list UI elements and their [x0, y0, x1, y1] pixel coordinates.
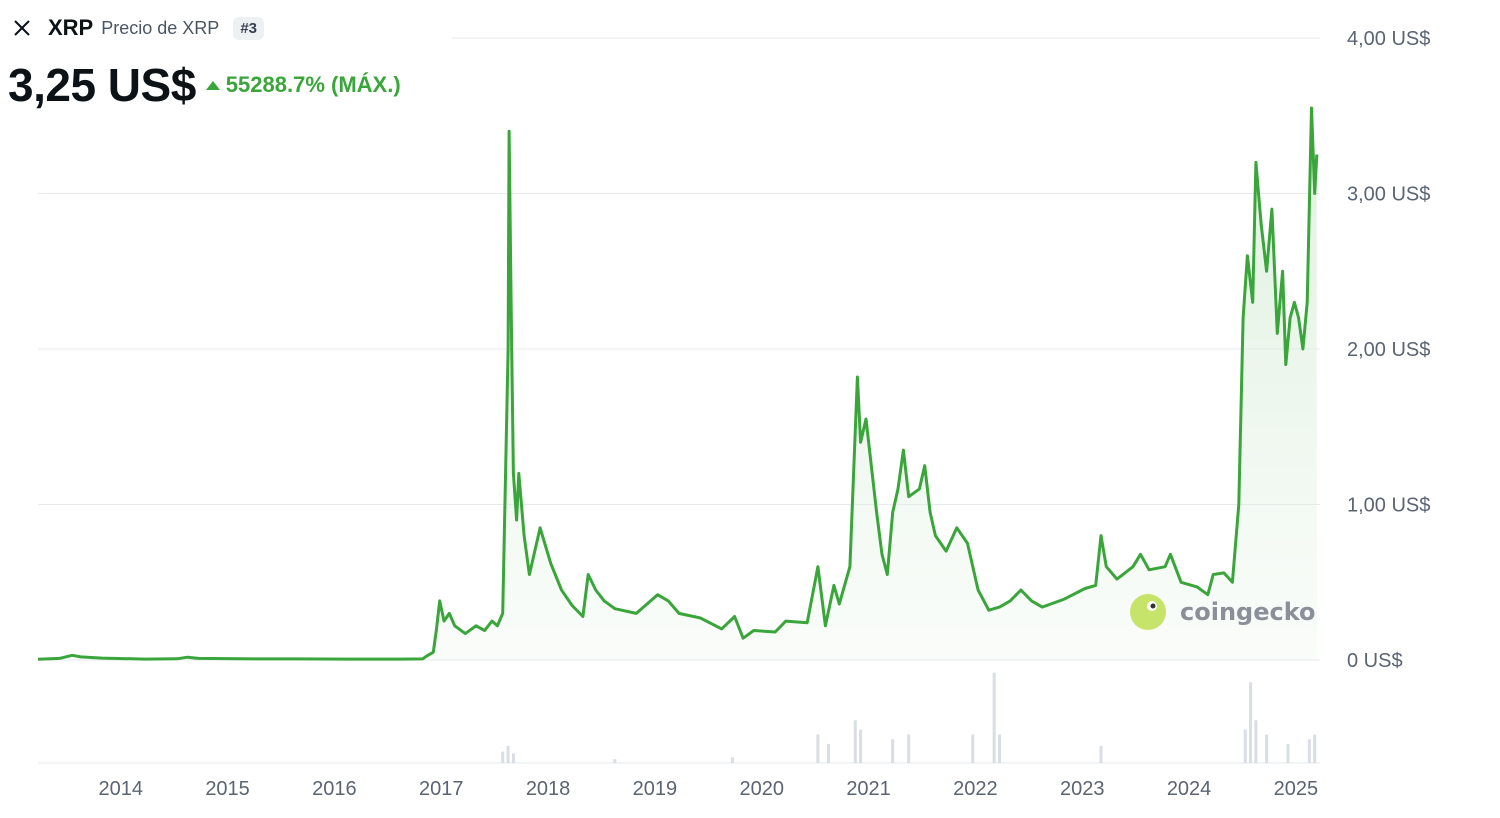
y-tick-label: 0 US$	[1347, 650, 1403, 672]
volume-bar	[816, 734, 820, 763]
y-tick-label: 1,00 US$	[1347, 495, 1430, 517]
volume-bar	[1265, 734, 1269, 763]
gecko-logo-icon	[1130, 594, 1166, 630]
x-tick-label: 2019	[633, 778, 678, 800]
volume-bar	[1249, 682, 1253, 763]
volume-bars	[501, 672, 1317, 763]
volume-bar	[1307, 739, 1311, 763]
volume-bar	[730, 757, 734, 763]
x-tick-label: 2025	[1274, 778, 1319, 800]
x-tick-label: 2018	[526, 778, 571, 800]
volume-bar	[511, 753, 515, 763]
volume-bar	[891, 739, 895, 763]
y-tick-label: 3,00 US$	[1347, 184, 1430, 206]
y-tick-label: 2,00 US$	[1347, 339, 1430, 361]
volume-bar	[992, 672, 996, 763]
volume-bar	[506, 745, 510, 763]
volume-bar	[1313, 734, 1317, 763]
coin-subtitle: Precio de XRP	[101, 17, 220, 38]
x-tick-label: 2022	[953, 778, 998, 800]
x-tick-label: 2017	[419, 778, 464, 800]
volume-bar	[613, 759, 617, 763]
x-tick-label: 2023	[1060, 778, 1105, 800]
volume-bar	[1254, 720, 1258, 763]
gecko-pupil	[1150, 603, 1156, 609]
x-tick-label: 2020	[739, 778, 784, 800]
x-tick-label: 2014	[98, 778, 143, 800]
y-axis: 4,00 US$ 3,00 US$ 2,00 US$ 1,00 US$ 0 US$	[1347, 28, 1430, 672]
volume-bar	[1286, 744, 1290, 763]
x-tick-label: 2016	[312, 778, 357, 800]
coin-symbol: XRP	[48, 15, 94, 40]
x-axis: 2014 2015 2016 2017 2018 2019 2020 2021 2022 2023…	[98, 778, 1318, 800]
volume-bar	[971, 734, 975, 763]
price-change: 55288.7% (MÁX.)	[205, 72, 401, 98]
volume-bar	[998, 734, 1001, 763]
coin-header: XRP Precio de XRP #3	[10, 10, 264, 46]
volume-bar	[827, 744, 831, 763]
x-tick-label: 2021	[846, 778, 891, 800]
watermark-text: coingecko	[1180, 598, 1316, 626]
volume-bar	[1099, 745, 1103, 763]
rank-badge: #3	[233, 16, 264, 40]
volume-bar	[853, 720, 857, 763]
price-change-value: 55288.7% (MÁX.)	[225, 72, 401, 97]
y-tick-label: 4,00 US$	[1347, 28, 1430, 50]
price-line	[37, 106, 1319, 661]
volume-bar	[859, 729, 863, 763]
up-arrow-icon	[205, 80, 220, 90]
price-row: 3,25 US$ 55288.7% (MÁX.)	[8, 58, 401, 112]
volume-bar	[907, 734, 911, 763]
current-price: 3,25 US$	[8, 59, 196, 111]
volume-bar	[1243, 729, 1247, 763]
price-area	[38, 108, 1317, 660]
x-tick-label: 2015	[205, 778, 250, 800]
close-icon[interactable]	[10, 16, 34, 40]
volume-bar	[501, 751, 505, 763]
x-tick-label: 2024	[1167, 778, 1212, 800]
coingecko-watermark: coingecko	[1130, 594, 1316, 630]
